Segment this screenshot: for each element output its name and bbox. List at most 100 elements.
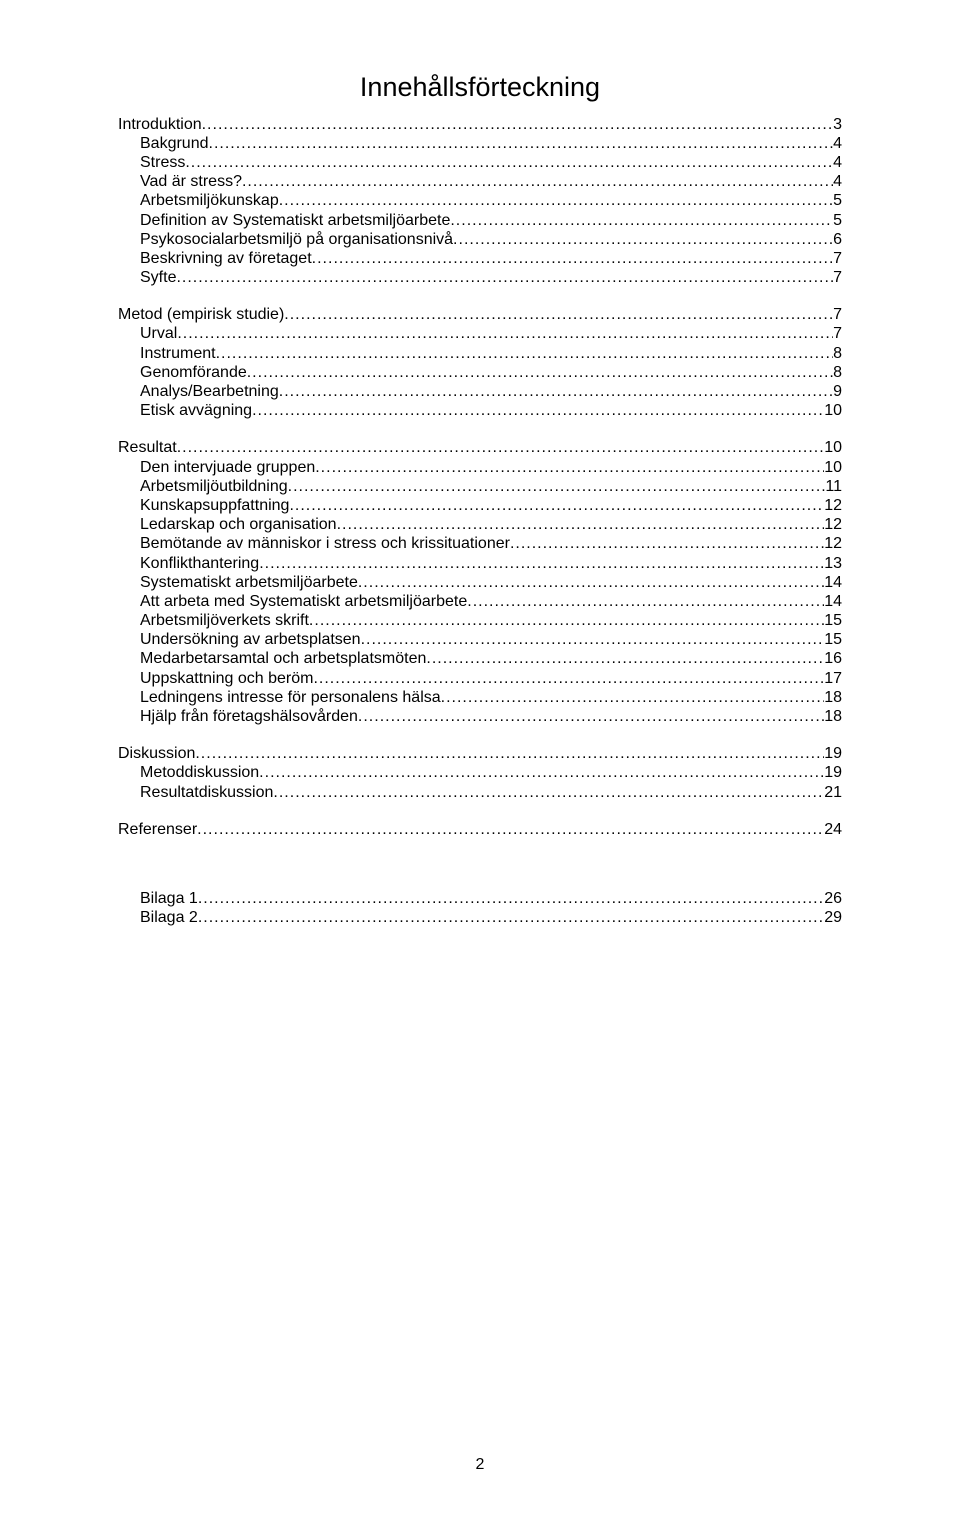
dot-leader: ........................................… [177, 440, 825, 456]
toc-item: Instrument..............................… [118, 344, 842, 363]
toc-item: Definition av Systematiskt arbetsmiljöar… [118, 211, 842, 230]
dot-leader: ........................................… [198, 910, 824, 926]
toc-heading: Diskussion..............................… [118, 745, 842, 764]
dot-leader: ........................................… [198, 891, 824, 907]
appendix-spacer [118, 857, 842, 889]
toc-item-page: 9 [833, 384, 842, 400]
dot-leader: ........................................… [313, 671, 824, 687]
section-spacer [118, 288, 842, 306]
toc-item: Systematiskt arbetsmiljöarbete..........… [118, 573, 842, 592]
toc-item-label: Stress [140, 155, 185, 171]
toc-item-label: Metoddiskussion [140, 765, 259, 781]
dot-leader: ........................................… [247, 365, 833, 381]
page: Innehållsförteckning Introduktion.......… [0, 0, 960, 1534]
toc-body: Introduktion............................… [118, 115, 842, 928]
dot-leader: ........................................… [284, 307, 833, 323]
toc-item-page: 12 [824, 517, 842, 533]
toc-heading-label: Introduktion [118, 117, 202, 133]
toc-item: Medarbetarsamtal och arbetsplatsmöten...… [118, 650, 842, 669]
toc-item: Analys/Bearbetning......................… [118, 382, 842, 401]
toc-item: Ledningens intresse för personalens häls… [118, 688, 842, 707]
toc-item-page: 15 [824, 632, 842, 648]
toc-item-page: 6 [833, 232, 842, 248]
toc-item: Urval...................................… [118, 325, 842, 344]
toc-item: Etisk avvägning.........................… [118, 402, 842, 421]
toc-item-label: Psykosocialarbetsmiljö på organisationsn… [140, 232, 453, 248]
dot-leader: ........................................… [312, 251, 833, 267]
toc-item-page: 17 [824, 671, 842, 687]
toc-appendix-item-label: Bilaga 1 [140, 891, 198, 907]
toc-item-label: Hjälp från företagshälsovården [140, 709, 358, 725]
dot-leader: ........................................… [279, 193, 833, 209]
toc-item-label: Konflikthantering [140, 556, 259, 572]
dot-leader: ........................................… [315, 460, 824, 476]
toc-item-label: Etisk avvägning [140, 403, 252, 419]
toc-heading-label: Referenser [118, 822, 197, 838]
toc-item-page: 14 [824, 575, 842, 591]
toc-item-label: Instrument [140, 346, 216, 362]
dot-leader: ........................................… [510, 536, 824, 552]
section-spacer [118, 421, 842, 439]
toc-heading-label: Metod (empirisk studie) [118, 307, 284, 323]
toc-item: Arbetsmiljöverkets skrift...............… [118, 612, 842, 631]
toc-item-page: 7 [833, 270, 842, 286]
dot-leader: ........................................… [177, 326, 833, 342]
dot-leader: ........................................… [209, 136, 834, 152]
toc-item: Psykosocialarbetsmiljö på organisationsn… [118, 230, 842, 249]
toc-item-label: Vad är stress? [140, 174, 242, 190]
toc-item: Att arbeta med Systematiskt arbetsmiljöa… [118, 592, 842, 611]
toc-heading-page: 19 [824, 746, 842, 762]
dot-leader: ........................................… [259, 556, 824, 572]
toc-item-label: Att arbeta med Systematiskt arbetsmiljöa… [140, 594, 467, 610]
toc-item: Arbetsmiljöutbildning...................… [118, 477, 842, 496]
toc-item-page: 8 [833, 346, 842, 362]
toc-item-page: 19 [824, 765, 842, 781]
toc-item-page: 11 [825, 479, 842, 495]
page-number: 2 [0, 1456, 960, 1474]
dot-leader: ........................................… [309, 613, 824, 629]
dot-leader: ........................................… [441, 690, 825, 706]
toc-appendix-item: Bilaga 2................................… [118, 909, 842, 928]
toc-item: Genomförande............................… [118, 363, 842, 382]
toc-heading: Referenser..............................… [118, 820, 842, 839]
toc-item-page: 10 [824, 403, 842, 419]
dot-leader: ........................................… [467, 594, 824, 610]
toc-item-label: Bemötande av människor i stress och kris… [140, 536, 510, 552]
toc-item-page: 7 [833, 326, 842, 342]
toc-heading: Introduktion............................… [118, 115, 842, 134]
toc-item-label: Analys/Bearbetning [140, 384, 279, 400]
dot-leader: ........................................… [289, 498, 824, 514]
toc-item-page: 5 [833, 193, 842, 209]
toc-item-page: 8 [833, 365, 842, 381]
section-spacer [118, 802, 842, 820]
toc-item-page: 14 [824, 594, 842, 610]
dot-leader: ........................................… [202, 117, 833, 133]
toc-item-page: 10 [824, 460, 842, 476]
toc-item-label: Bakgrund [140, 136, 209, 152]
toc-item: Undersökning av arbetsplatsen...........… [118, 631, 842, 650]
toc-heading: Metod (empirisk studie).................… [118, 306, 842, 325]
toc-item-label: Arbetsmiljöutbildning [140, 479, 288, 495]
dot-leader: ........................................… [185, 155, 833, 171]
toc-item-label: Ledarskap och organisation [140, 517, 337, 533]
dot-leader: ........................................… [273, 785, 824, 801]
toc-item-page: 12 [824, 498, 842, 514]
dot-leader: ........................................… [176, 270, 833, 286]
toc-item: Den intervjuade gruppen.................… [118, 458, 842, 477]
toc-item-page: 12 [824, 536, 842, 552]
toc-item-page: 18 [824, 690, 842, 706]
toc-item: Resultatdiskussion......................… [118, 783, 842, 802]
toc-item-page: 21 [824, 785, 842, 801]
dot-leader: ........................................… [195, 746, 824, 762]
toc-appendix-item-label: Bilaga 2 [140, 910, 198, 926]
toc-item: Bemötande av människor i stress och kris… [118, 535, 842, 554]
toc-item-label: Medarbetarsamtal och arbetsplatsmöten [140, 651, 426, 667]
dot-leader: ........................................… [453, 232, 833, 248]
toc-item-label: Genomförande [140, 365, 247, 381]
toc-appendix-item-page: 29 [824, 910, 842, 926]
toc-heading-page: 3 [833, 117, 842, 133]
toc-item: Konflikthantering.......................… [118, 554, 842, 573]
toc-appendix-item: Bilaga 1................................… [118, 889, 842, 908]
toc-item: Syfte...................................… [118, 269, 842, 288]
toc-item: Beskrivning av företaget................… [118, 249, 842, 268]
